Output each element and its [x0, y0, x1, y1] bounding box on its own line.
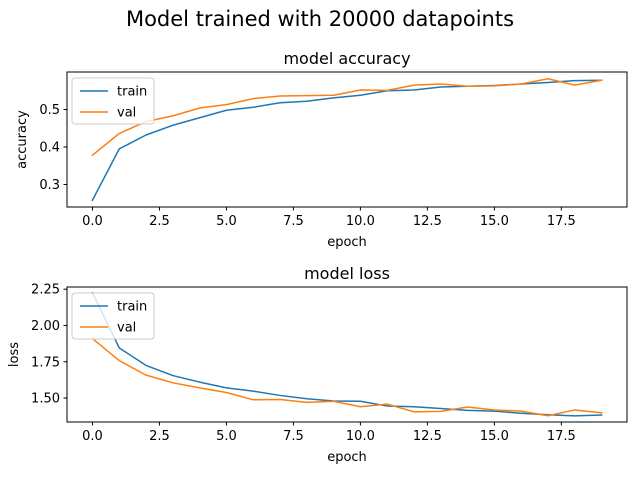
y-tick-label: 2.25: [31, 283, 60, 298]
x-axis-label: epoch: [327, 235, 367, 250]
y-tick-label: 0.5: [39, 103, 60, 118]
x-tick-label: 2.5: [149, 214, 170, 229]
x-tick-label: 7.5: [283, 429, 304, 444]
legend-label-val: val: [117, 106, 136, 121]
x-tick-label: 5.0: [216, 429, 237, 444]
legend: train val: [71, 77, 155, 125]
y-axis-label: accuracy: [15, 110, 30, 169]
accuracy-subplot: 0.0 2.5 5.0 7.5 10.0 12.5 15.0 17.5 0.3 0.4 0.5 epo…: [15, 49, 628, 250]
x-tick-label: 0.0: [82, 214, 103, 229]
x-tick-label: 12.5: [413, 429, 442, 444]
x-axis-label: epoch: [327, 450, 367, 465]
subplot-title: model accuracy: [283, 49, 410, 68]
subplots: 0.0 2.5 5.0 7.5 10.0 12.5 15.0 17.5 0.3 0.4 0.5 epo…: [7, 49, 628, 465]
legend-label-train: train: [117, 300, 147, 315]
x-tick-label: 10.0: [346, 214, 375, 229]
y-tick-label: 2.00: [31, 319, 60, 334]
x-tick-label: 7.5: [283, 214, 304, 229]
x-tick-label: 10.0: [346, 429, 375, 444]
x-tick-label: 15.0: [480, 214, 509, 229]
figure-suptitle: Model trained with 20000 datapoints: [126, 7, 514, 31]
series-line-val: [91, 337, 603, 417]
legend-label-val: val: [117, 321, 136, 336]
x-tick-label: 17.5: [547, 429, 576, 444]
series-line-train: [91, 79, 603, 202]
legend: train val: [71, 292, 155, 340]
x-tick-label: 2.5: [149, 429, 170, 444]
x-tick-label: 12.5: [413, 214, 442, 229]
y-tick-label: 0.3: [39, 178, 60, 193]
y-axis-label: loss: [7, 342, 22, 367]
loss-subplot: 0.0 2.5 5.0 7.5 10.0 12.5 15.0 17.5 1.50 1.75 2.00…: [7, 264, 628, 465]
series-line-val: [91, 78, 603, 157]
legend-label-train: train: [117, 85, 147, 100]
x-tick-label: 5.0: [216, 214, 237, 229]
x-tick-label: 15.0: [480, 429, 509, 444]
axes-frame: [66, 286, 628, 423]
y-tick-label: 1.50: [31, 392, 60, 407]
y-tick-label: 1.75: [31, 355, 60, 370]
series-line-train: [91, 291, 603, 417]
axes-frame: [66, 71, 628, 208]
x-tick-label: 17.5: [547, 214, 576, 229]
subplot-title: model loss: [304, 264, 390, 283]
x-tick-label: 0.0: [82, 429, 103, 444]
y-tick-label: 0.4: [39, 141, 60, 156]
